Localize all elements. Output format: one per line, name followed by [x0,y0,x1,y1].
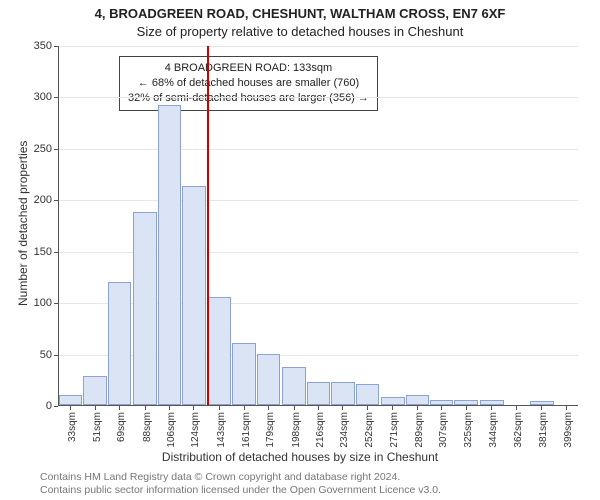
y-tick-mark [54,406,58,407]
y-tick-mark [54,252,58,253]
x-tick-mark [318,406,319,410]
y-tick-label: 350 [0,40,52,52]
histogram-bar [454,400,477,405]
x-axis-label: Distribution of detached houses by size … [0,450,600,464]
x-tick-mark [342,406,343,410]
histogram-bar [430,400,453,405]
x-tick-mark [367,406,368,410]
gridline [59,46,578,47]
gridline [59,97,578,98]
histogram-bar [182,186,205,405]
x-tick-mark [541,406,542,410]
y-tick-label: 300 [0,91,52,103]
y-tick-label: 100 [0,297,52,309]
x-tick-label: 124sqm [190,412,201,448]
x-tick-label: 179sqm [265,412,276,448]
annotation-line2: ← 68% of detached houses are smaller (76… [128,76,369,91]
x-tick-mark [70,406,71,410]
y-tick-mark [54,303,58,304]
histogram-bar [158,105,181,405]
histogram-bar [331,382,354,405]
footer-line1: Contains HM Land Registry data © Crown c… [40,471,590,484]
histogram-bar [133,212,156,405]
x-tick-mark [417,406,418,410]
x-tick-label: 69sqm [116,412,127,442]
x-tick-label: 216sqm [315,412,326,448]
histogram-bar [257,354,280,405]
x-tick-mark [119,406,120,410]
y-tick-label: 0 [0,400,52,412]
x-tick-mark [491,406,492,410]
x-tick-mark [193,406,194,410]
y-tick-label: 250 [0,143,52,155]
x-tick-mark [566,406,567,410]
x-tick-label: 252sqm [364,412,375,448]
annotation-line1: 4 BROADGREEN ROAD: 133sqm [128,61,369,76]
y-tick-label: 150 [0,246,52,258]
chart-title-line2: Size of property relative to detached ho… [0,24,600,39]
y-tick-label: 200 [0,194,52,206]
histogram-plot-area: 4 BROADGREEN ROAD: 133sqm ← 68% of detac… [58,46,578,406]
x-tick-label: 51sqm [92,412,103,442]
y-tick-mark [54,355,58,356]
x-tick-label: 289sqm [414,412,425,448]
x-tick-label: 161sqm [241,412,252,448]
x-tick-label: 271sqm [389,412,400,448]
y-tick-mark [54,149,58,150]
footer-line2: Contains public sector information licen… [40,484,590,497]
histogram-bar [406,395,429,405]
annotation-box: 4 BROADGREEN ROAD: 133sqm ← 68% of detac… [119,56,378,111]
gridline [59,149,578,150]
y-tick-label: 50 [0,349,52,361]
reference-line [207,46,209,405]
x-tick-mark [95,406,96,410]
x-tick-mark [145,406,146,410]
y-tick-mark [54,200,58,201]
y-tick-mark [54,46,58,47]
chart-title-line1: 4, BROADGREEN ROAD, CHESHUNT, WALTHAM CR… [0,6,600,21]
histogram-bar [530,401,553,405]
histogram-bar [307,382,330,405]
x-tick-label: 198sqm [291,412,302,448]
y-axis-label: Number of detached properties [16,141,30,306]
x-tick-mark [219,406,220,410]
histogram-bar [108,282,131,405]
x-tick-mark [294,406,295,410]
gridline [59,200,578,201]
histogram-bar [356,384,379,405]
x-tick-mark [441,406,442,410]
histogram-bar [208,297,231,405]
x-tick-mark [169,406,170,410]
x-tick-label: 143sqm [216,412,227,448]
x-tick-mark [268,406,269,410]
footer-attribution: Contains HM Land Registry data © Crown c… [40,471,590,497]
histogram-bar [480,400,503,405]
y-tick-mark [54,97,58,98]
x-tick-label: 399sqm [563,412,574,448]
histogram-bar [232,343,255,405]
histogram-bar [59,395,82,405]
x-tick-label: 344sqm [488,412,499,448]
x-tick-mark [392,406,393,410]
x-tick-label: 325sqm [463,412,474,448]
histogram-bar [83,376,106,405]
histogram-bar [381,397,404,405]
x-tick-label: 88sqm [142,412,153,442]
x-tick-label: 362sqm [513,412,524,448]
x-tick-label: 106sqm [166,412,177,448]
x-tick-label: 234sqm [339,412,350,448]
histogram-bar [282,367,305,405]
x-tick-mark [244,406,245,410]
x-tick-label: 33sqm [67,412,78,442]
x-tick-label: 381sqm [538,412,549,448]
x-tick-mark [516,406,517,410]
x-tick-label: 307sqm [438,412,449,448]
x-tick-mark [466,406,467,410]
